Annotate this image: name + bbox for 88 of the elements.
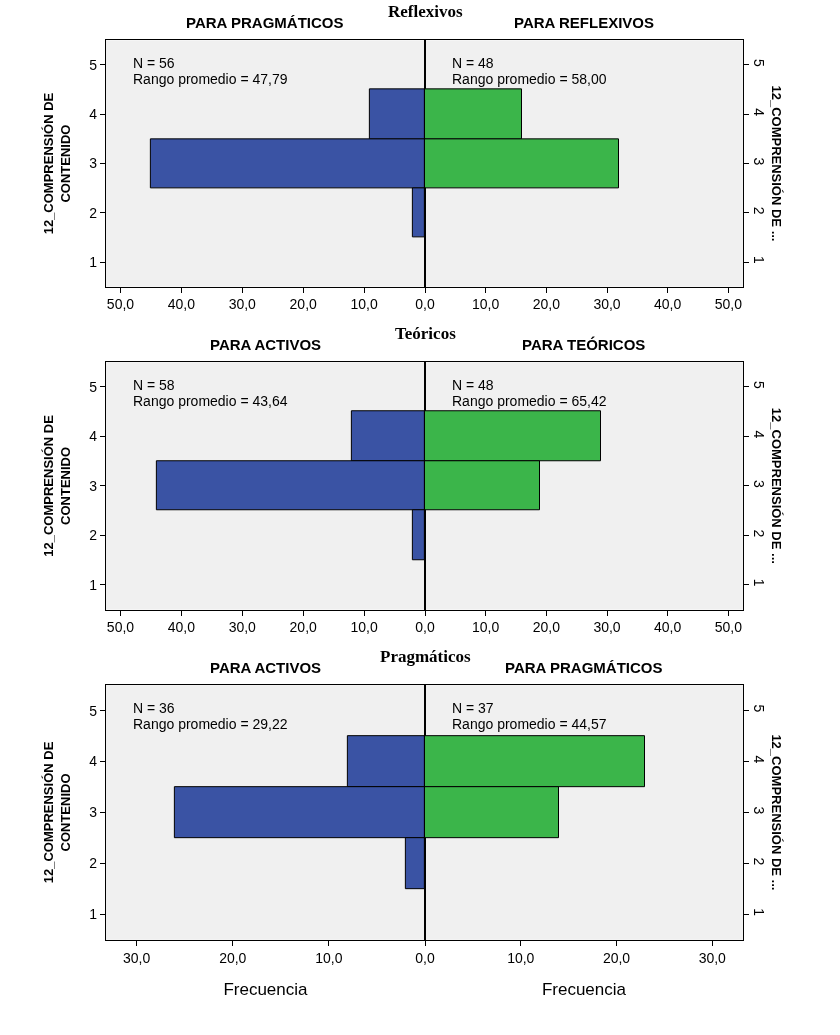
annotation: N = 48 xyxy=(452,377,494,393)
y-axis-title: 12_COMPRENSIÓN DE CONTENIDO xyxy=(41,92,74,235)
x-axis-title: Frecuencia xyxy=(223,979,309,999)
y-tick-label: 2 xyxy=(751,857,768,866)
text: Teóricos xyxy=(395,324,457,343)
y-tick-label: 3 xyxy=(89,477,98,494)
x-tick-label: 10,0 xyxy=(315,949,343,966)
x-tick-label: 40,0 xyxy=(167,619,196,636)
y-tick-label: 4 xyxy=(89,106,98,123)
x-tick-label: 30,0 xyxy=(593,619,621,636)
y-tick-label: 2 xyxy=(751,529,768,538)
y-tick-label: 5 xyxy=(89,702,98,719)
x-tick-label: 10,0 xyxy=(350,296,378,313)
x-tick-label: 0,0 xyxy=(415,619,435,636)
x-tick-label: 40,0 xyxy=(654,296,682,313)
y-tick-label: 4 xyxy=(751,430,768,439)
x-tick-label: 10,0 xyxy=(507,949,535,966)
x-tick-label: 10,0 xyxy=(350,619,378,636)
text: Pragmáticos xyxy=(380,647,472,666)
x-tick-label: 50,0 xyxy=(714,619,743,636)
annotation: Rango promedio = 58,00 xyxy=(452,71,607,87)
x-tick-label: 30,0 xyxy=(698,949,727,966)
y-tick-label: 1 xyxy=(751,256,768,265)
y-tick-label: 2 xyxy=(89,204,98,221)
x-tick-label: 0,0 xyxy=(415,296,435,313)
x-tick-label: 20,0 xyxy=(289,296,318,313)
y-tick-label: 3 xyxy=(89,155,98,172)
annotation: Rango promedio = 65,42 xyxy=(452,393,607,409)
y-tick-label: 5 xyxy=(751,380,768,389)
y-tick-label: 2 xyxy=(751,206,768,215)
x-tick-label: 0,0 xyxy=(415,949,435,966)
chart-title: PARA TEÓRICOS xyxy=(522,336,646,353)
y-tick-label: 5 xyxy=(89,378,98,395)
x-tick-label: 50,0 xyxy=(106,619,135,636)
x-tick-label: 20,0 xyxy=(532,619,561,636)
y-axis-title: 12_COMPRENSIÓN DE ... xyxy=(768,85,784,242)
x-tick-label: 40,0 xyxy=(654,619,682,636)
y-tick-label: 4 xyxy=(89,753,98,770)
chart-title: PARA PRAGMÁTICOS xyxy=(505,659,663,676)
y-tick-label: 1 xyxy=(89,576,98,593)
y-tick-label: 1 xyxy=(751,908,768,917)
y-tick-label: 1 xyxy=(89,253,98,270)
chart-title: PARA ACTIVOS xyxy=(210,659,322,676)
x-tick-label: 20,0 xyxy=(219,949,247,966)
y-tick-label: 2 xyxy=(89,527,98,544)
chart-title: PARA ACTIVOS xyxy=(210,336,322,353)
annotation: Rango promedio = 29,22 xyxy=(133,716,288,732)
x-tick-label: 10,0 xyxy=(472,296,500,313)
y-tick-label: 3 xyxy=(89,804,98,821)
x-tick-label: 20,0 xyxy=(289,619,318,636)
annotation: N = 48 xyxy=(452,55,494,71)
chart-title: PARA PRAGMÁTICOS xyxy=(186,14,344,31)
text: Reflexivos xyxy=(388,2,463,21)
y-tick-label: 5 xyxy=(751,59,768,67)
x-tick-label: 30,0 xyxy=(228,296,257,313)
x-tick-label: 40,0 xyxy=(167,296,196,313)
annotation: Rango promedio = 47,79 xyxy=(133,71,288,87)
y-tick-label: 3 xyxy=(751,806,768,815)
x-tick-label: 30,0 xyxy=(228,619,257,636)
annotation: Rango promedio = 44,57 xyxy=(452,716,607,732)
y-tick-label: 1 xyxy=(751,578,768,587)
x-axis-title: Frecuencia xyxy=(541,979,627,999)
annotation: Rango promedio = 43,64 xyxy=(133,393,288,409)
y-axis-title: 12_COMPRENSIÓN DE CONTENIDO xyxy=(41,414,74,557)
chart-title: PARA REFLEXIVOS xyxy=(514,14,655,31)
x-tick-label: 10,0 xyxy=(472,619,500,636)
x-tick-label: 30,0 xyxy=(123,949,151,966)
y-axis-title: 12_COMPRENSIÓN DE CONTENIDO xyxy=(41,741,74,884)
x-tick-label: 30,0 xyxy=(593,296,621,313)
x-tick-label: 20,0 xyxy=(532,296,561,313)
y-tick-label: 4 xyxy=(89,428,98,445)
y-tick-label: 5 xyxy=(751,704,768,713)
y-tick-label: 3 xyxy=(751,157,768,166)
annotation: N = 56 xyxy=(133,55,175,71)
annotation: N = 58 xyxy=(133,377,175,393)
y-axis-title: 12_COMPRENSIÓN DE ... xyxy=(768,734,784,891)
y-tick-label: 4 xyxy=(751,108,768,117)
y-tick-label: 4 xyxy=(751,755,768,764)
y-tick-label: 5 xyxy=(89,56,98,73)
y-tick-label: 2 xyxy=(89,855,98,872)
x-tick-label: 50,0 xyxy=(106,296,135,313)
y-tick-label: 3 xyxy=(751,479,768,488)
y-axis-title: 12_COMPRENSIÓN DE ... xyxy=(769,407,785,564)
x-tick-label: 50,0 xyxy=(714,296,743,313)
annotation: N = 37 xyxy=(452,700,494,716)
y-tick-label: 1 xyxy=(89,906,98,923)
annotation: N = 36 xyxy=(133,700,175,716)
x-tick-label: 20,0 xyxy=(602,949,631,966)
